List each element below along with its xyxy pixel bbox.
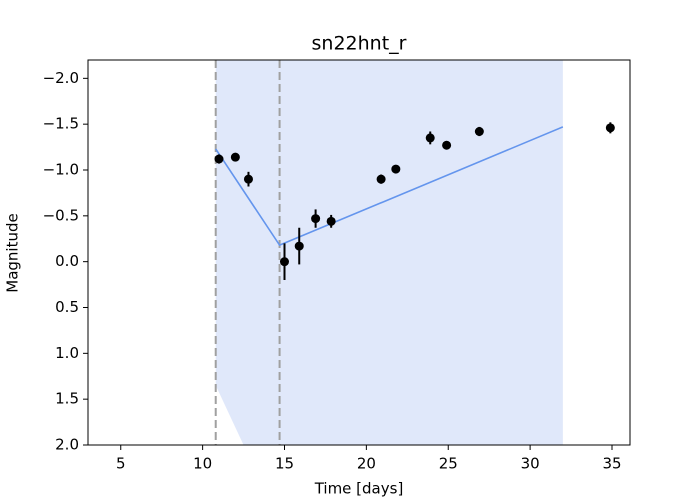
y-tick-label: −1.0 <box>43 161 79 179</box>
x-tick-label: 35 <box>602 455 621 473</box>
y-tick-label: 2.0 <box>55 436 79 454</box>
data-point <box>230 152 240 162</box>
data-point <box>605 123 615 133</box>
x-tick-label: 15 <box>275 455 294 473</box>
data-point <box>391 164 401 174</box>
data-point <box>243 174 253 184</box>
x-tick-label: 25 <box>439 455 458 473</box>
data-point <box>279 257 289 267</box>
x-tick-label: 20 <box>357 455 376 473</box>
y-tick-label: 0.5 <box>55 298 79 316</box>
y-tick-label: −1.5 <box>43 115 79 133</box>
data-point <box>474 127 484 136</box>
data-point <box>294 241 304 251</box>
y-tick-label: 1.5 <box>55 390 79 408</box>
x-tick-label: 5 <box>116 455 126 473</box>
y-tick-label: 0.0 <box>55 252 79 270</box>
x-axis-label: Time [days] <box>314 480 404 498</box>
data-point <box>425 133 435 143</box>
x-tick-label: 30 <box>521 455 540 473</box>
data-point <box>442 140 452 150</box>
data-point <box>326 216 336 226</box>
model-line <box>215 126 564 247</box>
uncertainty-band <box>215 60 563 445</box>
y-tick-label: −0.5 <box>43 206 79 224</box>
y-axis-label: Magnitude <box>4 213 22 292</box>
data-point <box>376 174 386 184</box>
y-tick-label: −2.0 <box>43 69 79 87</box>
data-point <box>311 214 321 224</box>
y-tick-label: 1.0 <box>55 344 79 362</box>
plot-frame <box>87 59 631 446</box>
chart-title: sn22hnt_r <box>312 33 407 55</box>
plot-area <box>214 60 615 445</box>
data-point <box>214 154 224 164</box>
x-tick-label: 10 <box>193 455 212 473</box>
